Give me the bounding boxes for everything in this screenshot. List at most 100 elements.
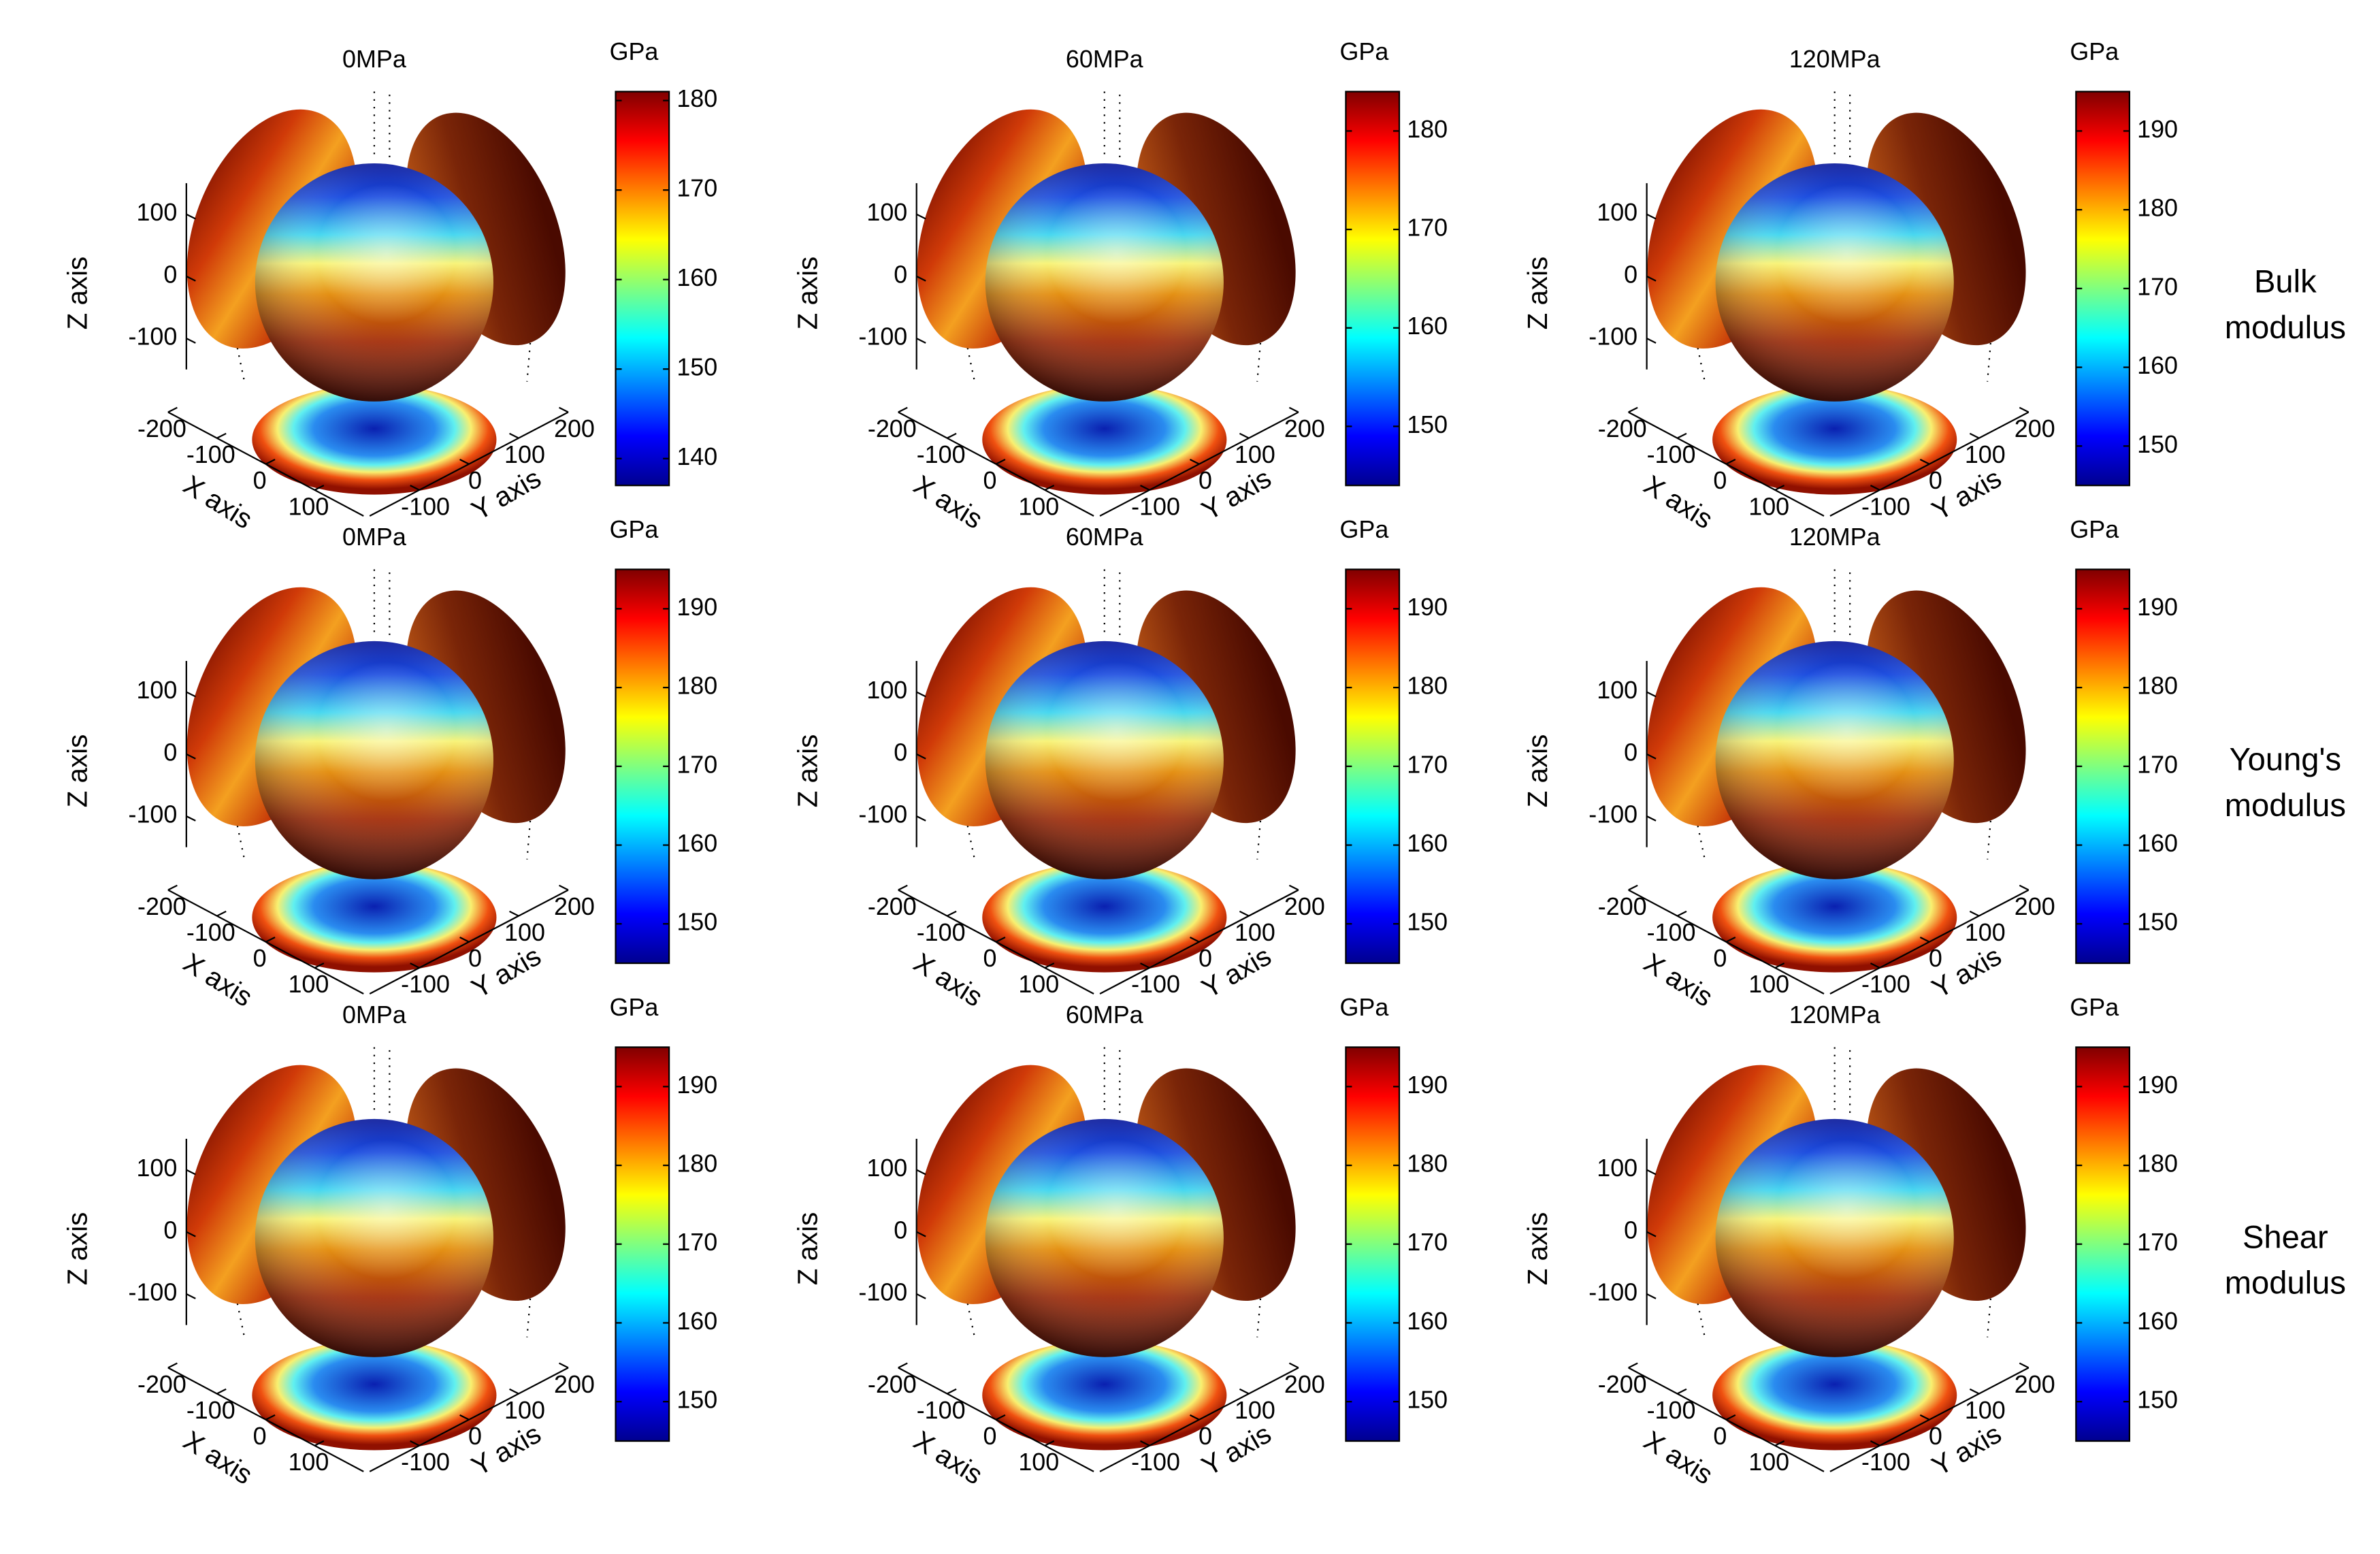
panel-title: 120MPa — [1789, 46, 1880, 73]
z-tick-label: 100 — [866, 199, 907, 226]
y-tick-label: 100 — [504, 441, 545, 468]
x-tick-label: -200 — [868, 893, 917, 920]
x-axis-label: X axis — [178, 947, 259, 1013]
x-tick — [995, 1414, 1006, 1421]
x-tick — [995, 459, 1006, 465]
x-tick-label: 100 — [1748, 971, 1789, 998]
z-tick-label: -100 — [1588, 1278, 1637, 1306]
y-tick — [1189, 459, 1200, 465]
x-tick — [947, 910, 957, 917]
colorbar-tick-label: 170 — [1407, 214, 1448, 242]
colorbar-tick-label: 190 — [676, 1071, 717, 1099]
y-tick — [1140, 962, 1150, 969]
y-tick — [1239, 1388, 1250, 1395]
x-tick — [1677, 910, 1687, 917]
x-tick-label: -100 — [186, 441, 235, 468]
x-axis-label: X axis — [909, 947, 989, 1013]
colorbar-tick-label: 180 — [1407, 1150, 1448, 1178]
xy-projection — [1712, 862, 1957, 973]
x-tick — [314, 962, 325, 969]
y-tick-label: 200 — [2015, 1371, 2055, 1398]
y-tick-label: 200 — [554, 415, 595, 442]
colorbar-tick-label: 190 — [2137, 594, 2178, 621]
colorbar-tick-label: 150 — [1407, 909, 1448, 936]
z-tick-label: -100 — [1588, 323, 1637, 351]
colorbar-tick-label: 150 — [676, 1387, 717, 1414]
z-axis-label: Z axis — [61, 1212, 93, 1286]
z-axis-label: Z axis — [1522, 257, 1553, 330]
surface-shading — [985, 1118, 1224, 1357]
z-tick — [916, 815, 926, 822]
x-tick — [1725, 1414, 1736, 1421]
z-axis-label: Z axis — [1522, 1212, 1553, 1286]
xy-projection — [1712, 385, 1957, 495]
x-axis-line — [898, 1367, 1094, 1472]
colorbar-tick-label: 190 — [2137, 116, 2178, 143]
z-tick — [916, 1293, 926, 1299]
x-tick-label: 0 — [983, 945, 996, 972]
x-tick-label: 0 — [253, 1423, 267, 1450]
x-tick-label: -100 — [917, 919, 966, 946]
x-tick — [1044, 962, 1055, 969]
z-axis-label: Z axis — [61, 257, 93, 330]
x-tick — [265, 936, 276, 943]
y-tick-label: 100 — [1965, 1397, 2006, 1424]
x-tick-label: -100 — [186, 1397, 235, 1424]
x-tick-label: -100 — [186, 919, 235, 946]
colorbar-tick-label: 180 — [1407, 116, 1448, 143]
z-tick — [186, 815, 196, 822]
colorbar-tick-label: 140 — [676, 443, 717, 470]
y-tick-label: 200 — [1284, 1371, 1325, 1398]
z-tick-label: 100 — [136, 677, 177, 704]
z-tick — [1646, 753, 1657, 760]
x-tick-label: -100 — [917, 441, 966, 468]
x-tick — [216, 910, 227, 917]
x-tick — [1628, 1362, 1638, 1369]
panel-title: 60MPa — [1066, 523, 1143, 551]
colorbar-label: GPa — [610, 994, 659, 1021]
x-tick — [1677, 432, 1687, 439]
colorbar-tick-label: 170 — [2137, 751, 2178, 778]
x-tick — [216, 432, 227, 439]
z-tick — [1646, 691, 1657, 698]
x-tick — [314, 485, 325, 491]
z-tick-label: 100 — [866, 677, 907, 704]
x-tick-label: 0 — [1713, 467, 1727, 494]
colorbar-label: GPa — [610, 38, 659, 65]
y-tick-label: 0 — [1199, 467, 1212, 494]
surface-shading — [1715, 641, 1954, 879]
surface-shading — [255, 163, 493, 402]
colorbar-tick-label: 160 — [1407, 1308, 1448, 1335]
colorbar-tick-label: 190 — [676, 594, 717, 621]
y-tick — [1288, 406, 1299, 413]
y-tick-label: 200 — [2015, 415, 2055, 442]
x-axis-label: X axis — [909, 1425, 989, 1491]
x-tick-label: 100 — [1748, 1448, 1789, 1476]
x-tick-label: 100 — [288, 1448, 329, 1476]
z-tick-label: -100 — [129, 1278, 178, 1306]
z-axis-label: Z axis — [1522, 734, 1553, 808]
y-tick-label: 200 — [2015, 893, 2055, 920]
row-label: Bulk — [2254, 263, 2317, 300]
colorbar-label: GPa — [2070, 994, 2119, 1021]
z-tick — [916, 753, 926, 760]
panel-title: 60MPa — [1066, 46, 1143, 73]
z-tick — [916, 213, 926, 220]
y-tick-label: 0 — [468, 945, 482, 972]
panel-title: 120MPa — [1789, 1001, 1880, 1029]
colorbar-tick-label: 180 — [2137, 673, 2178, 700]
x-tick — [1774, 962, 1785, 969]
y-tick-label: 0 — [1929, 467, 1942, 494]
x-tick-label: -200 — [868, 1371, 917, 1398]
y-tick — [459, 936, 470, 943]
z-tick — [186, 338, 196, 344]
z-tick-label: 0 — [1624, 739, 1637, 766]
y-tick-label: 0 — [1929, 1423, 1942, 1450]
y-tick — [509, 432, 519, 439]
x-tick — [167, 1362, 178, 1369]
z-tick-label: -100 — [129, 323, 178, 351]
z-tick — [186, 1293, 196, 1299]
y-tick-label: 0 — [468, 467, 482, 494]
